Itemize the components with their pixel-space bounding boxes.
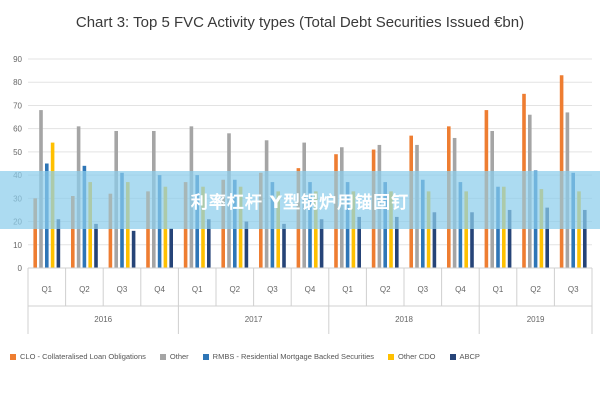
bar-3-7 — [314, 191, 318, 268]
bar-4-12 — [507, 209, 512, 268]
legend-item: Other — [159, 352, 189, 361]
legend-item: Other CDO — [388, 352, 436, 361]
x-group-label: 2017 — [245, 315, 263, 324]
legend-label: RMBS - Residential Mortgage Backed Secur… — [212, 352, 374, 361]
bar-3-6 — [276, 191, 280, 268]
x-group-label: 2016 — [94, 315, 112, 324]
bar-3-14 — [577, 191, 581, 268]
legend-label: Other — [169, 352, 189, 361]
bar-3-8 — [351, 191, 356, 268]
bar-4-1 — [94, 223, 98, 268]
bar-4-8 — [357, 216, 361, 268]
y-tick-label: 10 — [13, 241, 22, 250]
legend-label: CLO - Collateralised Loan Obligations — [20, 352, 146, 361]
x-tick-label: Q1 — [192, 285, 203, 294]
x-tick-label: Q1 — [493, 285, 504, 294]
x-tick-label: Q3 — [568, 285, 579, 294]
bar-4-3 — [169, 228, 173, 268]
bar-4-2 — [131, 230, 136, 268]
bar-4-4 — [207, 219, 211, 268]
banner-text: 利率杠杆 Y型锅炉用锚固钉 — [190, 192, 410, 213]
x-tick-label: Q2 — [79, 285, 90, 294]
legend-swatch — [388, 353, 394, 360]
y-tick-label: 50 — [13, 148, 22, 157]
y-axis-ticks: 0102030405060708090 — [13, 55, 22, 273]
bar-3-11 — [464, 191, 468, 268]
legend-item: CLO - Collateralised Loan Obligations — [10, 352, 146, 361]
bar-4-0 — [56, 219, 61, 268]
legend-label: ABCP — [459, 352, 480, 361]
bar-4-6 — [282, 223, 286, 268]
legend-label: Other CDO — [398, 352, 436, 361]
x-tick-label: Q2 — [530, 285, 541, 294]
legend-swatch — [159, 353, 166, 360]
y-tick-label: 80 — [13, 78, 22, 87]
bar-4-10 — [432, 212, 437, 268]
legend: CLO - Collateralised Loan Obligations Oth… — [10, 352, 600, 361]
bar-4-9 — [395, 216, 399, 268]
x-axis: Q1 Q2 Q3 Q4 Q1 Q2 Q3 Q4 Q1 Q2 Q3 Q4 Q1 Q2 Q3 2016 2017 20… — [27, 267, 593, 334]
bar-0-0 — [33, 198, 37, 268]
x-tick-label: Q4 — [455, 285, 466, 294]
legend-swatch — [202, 353, 209, 360]
bar-4-7 — [319, 219, 324, 268]
x-tick-label: Q3 — [267, 285, 278, 294]
x-tick-label: Q2 — [380, 285, 391, 294]
x-tick-label: Q4 — [154, 285, 165, 294]
bar-4-11 — [470, 212, 474, 268]
y-tick-label: 60 — [13, 125, 22, 134]
x-tick-label: Q1 — [342, 285, 353, 294]
bar-0-2 — [108, 193, 113, 268]
chart-title: Chart 3: Top 5 FVC Activity types (Total… — [75, 14, 525, 31]
x-group-label: 2019 — [527, 315, 545, 324]
x-tick-label: Q3 — [417, 285, 428, 294]
y-tick-label: 70 — [13, 101, 22, 110]
y-tick-label: 90 — [13, 55, 22, 64]
x-group-label: 2018 — [395, 315, 413, 324]
x-tick-label: Q4 — [305, 285, 316, 294]
bar-4-5 — [244, 221, 249, 268]
overlay-banner: 利率杠杆 Y型锅炉用锚固钉 — [0, 171, 600, 229]
bar-0-3 — [146, 191, 150, 268]
x-tick-label: Q2 — [229, 285, 240, 294]
y-tick-label: 0 — [18, 264, 23, 273]
legend-item: RMBS - Residential Mortgage Backed Secur… — [202, 352, 374, 361]
legend-swatch — [10, 353, 16, 360]
bar-4-13 — [545, 207, 549, 268]
legend-item: ABCP — [449, 352, 480, 361]
x-tick-label: Q1 — [41, 285, 52, 294]
bar-0-1 — [71, 196, 75, 268]
bar-4-14 — [583, 209, 587, 268]
legend-swatch — [449, 353, 456, 360]
x-tick-label: Q3 — [117, 285, 128, 294]
bar-3-9 — [389, 191, 393, 268]
bar-3-10 — [426, 191, 431, 268]
